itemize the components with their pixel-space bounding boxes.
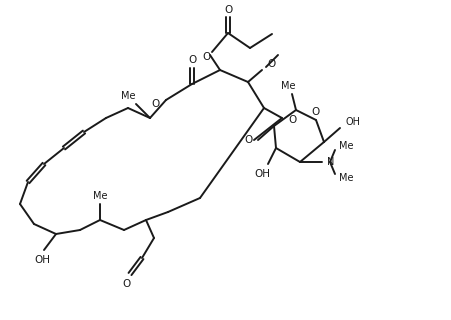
Text: O: O: [152, 99, 160, 109]
Text: OH: OH: [34, 255, 50, 265]
Text: Me: Me: [121, 91, 135, 101]
Text: Me: Me: [281, 81, 295, 91]
Text: Me: Me: [339, 141, 354, 151]
Text: O: O: [122, 279, 130, 289]
Text: Me: Me: [93, 191, 107, 201]
Text: O: O: [288, 115, 296, 125]
Text: O: O: [224, 5, 232, 15]
Text: OH: OH: [345, 117, 360, 127]
Text: Me: Me: [339, 173, 354, 183]
Text: N: N: [327, 157, 334, 167]
Text: O: O: [312, 107, 320, 117]
Text: O: O: [267, 59, 275, 69]
Text: O: O: [245, 135, 253, 145]
Text: O: O: [202, 52, 210, 62]
Text: O: O: [188, 55, 196, 65]
Text: OH: OH: [254, 169, 270, 179]
